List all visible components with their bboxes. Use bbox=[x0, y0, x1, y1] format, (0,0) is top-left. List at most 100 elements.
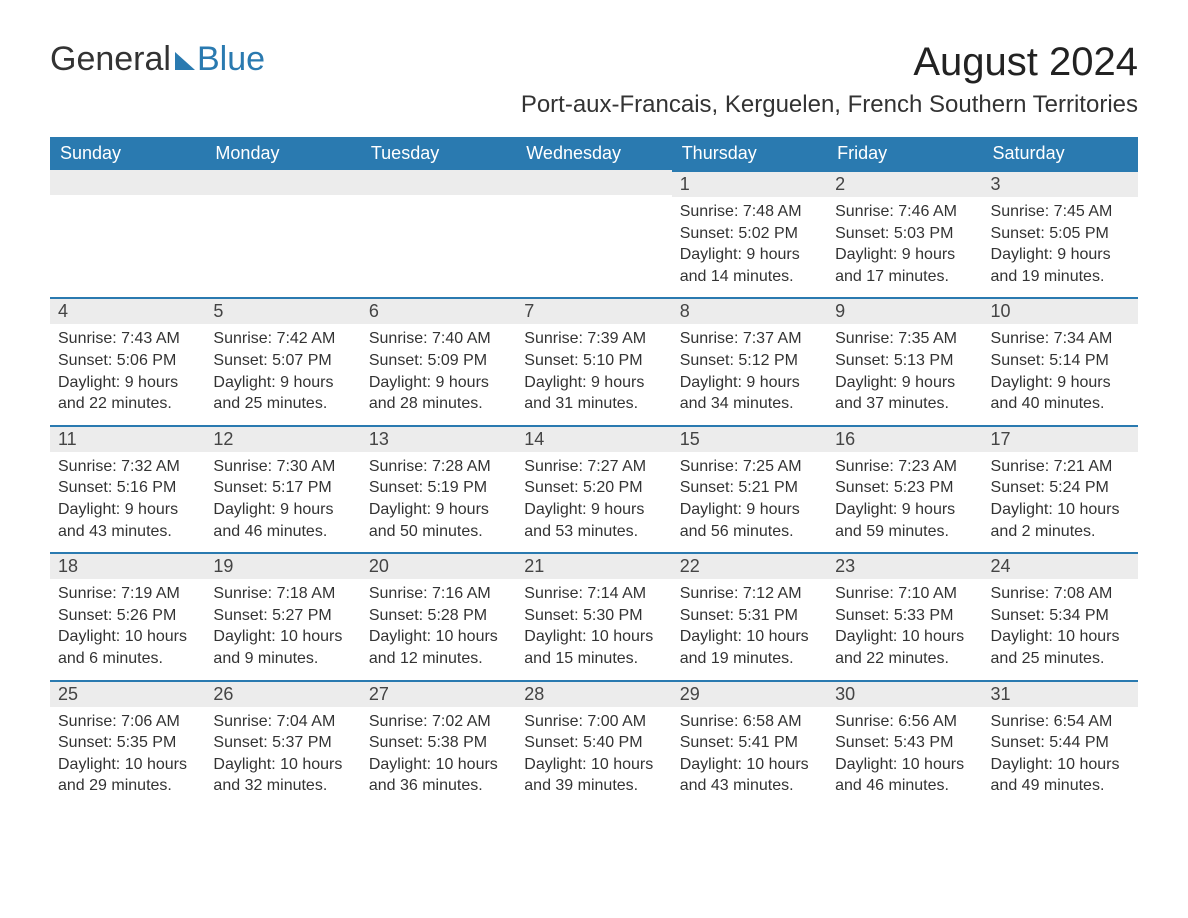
day-body: Sunrise: 7:19 AMSunset: 5:26 PMDaylight:… bbox=[50, 579, 205, 679]
sunset-text: Sunset: 5:23 PM bbox=[835, 477, 974, 499]
calendar-header-row: Sunday Monday Tuesday Wednesday Thursday… bbox=[50, 137, 1138, 170]
sunset-text: Sunset: 5:06 PM bbox=[58, 350, 197, 372]
day-body: Sunrise: 7:39 AMSunset: 5:10 PMDaylight:… bbox=[516, 324, 671, 424]
day-header-tuesday: Tuesday bbox=[361, 137, 516, 170]
calendar-cell: 14Sunrise: 7:27 AMSunset: 5:20 PMDayligh… bbox=[516, 425, 671, 552]
sunrise-text: Sunrise: 7:43 AM bbox=[58, 328, 197, 350]
daylight-text: Daylight: 10 hours and 2 minutes. bbox=[991, 499, 1130, 542]
calendar-cell: 3Sunrise: 7:45 AMSunset: 5:05 PMDaylight… bbox=[983, 170, 1138, 297]
day-body: Sunrise: 7:08 AMSunset: 5:34 PMDaylight:… bbox=[983, 579, 1138, 679]
location-subtitle: Port-aux-Francais, Kerguelen, French Sou… bbox=[521, 91, 1138, 119]
daylight-text: Daylight: 10 hours and 32 minutes. bbox=[213, 754, 352, 797]
calendar-cell: 17Sunrise: 7:21 AMSunset: 5:24 PMDayligh… bbox=[983, 425, 1138, 552]
sunset-text: Sunset: 5:07 PM bbox=[213, 350, 352, 372]
logo-text-general: General bbox=[50, 40, 171, 79]
daylight-text: Daylight: 10 hours and 46 minutes. bbox=[835, 754, 974, 797]
daylight-text: Daylight: 10 hours and 43 minutes. bbox=[680, 754, 819, 797]
calendar-cell: 26Sunrise: 7:04 AMSunset: 5:37 PMDayligh… bbox=[205, 680, 360, 807]
day-body: Sunrise: 7:28 AMSunset: 5:19 PMDaylight:… bbox=[361, 452, 516, 552]
sunset-text: Sunset: 5:38 PM bbox=[369, 732, 508, 754]
daylight-text: Daylight: 9 hours and 59 minutes. bbox=[835, 499, 974, 542]
sunset-text: Sunset: 5:03 PM bbox=[835, 223, 974, 245]
day-body: Sunrise: 7:10 AMSunset: 5:33 PMDaylight:… bbox=[827, 579, 982, 679]
day-body: Sunrise: 7:25 AMSunset: 5:21 PMDaylight:… bbox=[672, 452, 827, 552]
sunrise-text: Sunrise: 7:25 AM bbox=[680, 456, 819, 478]
sunset-text: Sunset: 5:37 PM bbox=[213, 732, 352, 754]
day-number: 7 bbox=[516, 297, 671, 324]
day-number: 10 bbox=[983, 297, 1138, 324]
daylight-text: Daylight: 9 hours and 22 minutes. bbox=[58, 372, 197, 415]
day-number: 25 bbox=[50, 680, 205, 707]
day-body: Sunrise: 6:54 AMSunset: 5:44 PMDaylight:… bbox=[983, 707, 1138, 807]
sunrise-text: Sunrise: 7:12 AM bbox=[680, 583, 819, 605]
sunset-text: Sunset: 5:31 PM bbox=[680, 605, 819, 627]
daylight-text: Daylight: 10 hours and 49 minutes. bbox=[991, 754, 1130, 797]
calendar-cell: 12Sunrise: 7:30 AMSunset: 5:17 PMDayligh… bbox=[205, 425, 360, 552]
calendar-cell bbox=[205, 170, 360, 297]
sunrise-text: Sunrise: 7:00 AM bbox=[524, 711, 663, 733]
day-number: 17 bbox=[983, 425, 1138, 452]
sunrise-text: Sunrise: 7:19 AM bbox=[58, 583, 197, 605]
day-body: Sunrise: 7:32 AMSunset: 5:16 PMDaylight:… bbox=[50, 452, 205, 552]
sunrise-text: Sunrise: 7:08 AM bbox=[991, 583, 1130, 605]
daylight-text: Daylight: 10 hours and 12 minutes. bbox=[369, 626, 508, 669]
title-block: August 2024 Port-aux-Francais, Kerguelen… bbox=[521, 40, 1138, 119]
sunset-text: Sunset: 5:05 PM bbox=[991, 223, 1130, 245]
day-number: 22 bbox=[672, 552, 827, 579]
day-body: Sunrise: 7:27 AMSunset: 5:20 PMDaylight:… bbox=[516, 452, 671, 552]
day-body: Sunrise: 7:46 AMSunset: 5:03 PMDaylight:… bbox=[827, 197, 982, 297]
calendar-cell: 10 Sunrise: 7:34 AMSunset: 5:14 PMDayligh… bbox=[983, 297, 1138, 424]
day-number: 19 bbox=[205, 552, 360, 579]
sunrise-text: Sunrise: 7:42 AM bbox=[213, 328, 352, 350]
daylight-text: Daylight: 9 hours and 14 minutes. bbox=[680, 244, 819, 287]
day-number-empty bbox=[205, 170, 360, 195]
sunset-text: Sunset: 5:14 PM bbox=[991, 350, 1130, 372]
calendar-week-row: 4Sunrise: 7:43 AMSunset: 5:06 PMDaylight… bbox=[50, 297, 1138, 424]
sunset-text: Sunset: 5:40 PM bbox=[524, 732, 663, 754]
calendar-cell bbox=[516, 170, 671, 297]
day-number: 31 bbox=[983, 680, 1138, 707]
calendar-cell: 6Sunrise: 7:40 AMSunset: 5:09 PMDaylight… bbox=[361, 297, 516, 424]
sunset-text: Sunset: 5:34 PM bbox=[991, 605, 1130, 627]
day-number: 11 bbox=[50, 425, 205, 452]
calendar-cell: 11Sunrise: 7:32 AMSunset: 5:16 PMDayligh… bbox=[50, 425, 205, 552]
daylight-text: Daylight: 10 hours and 6 minutes. bbox=[58, 626, 197, 669]
calendar-week-row: 1Sunrise: 7:48 AMSunset: 5:02 PMDaylight… bbox=[50, 170, 1138, 297]
sunset-text: Sunset: 5:30 PM bbox=[524, 605, 663, 627]
day-number: 14 bbox=[516, 425, 671, 452]
day-body: Sunrise: 7:04 AMSunset: 5:37 PMDaylight:… bbox=[205, 707, 360, 807]
day-number-empty bbox=[50, 170, 205, 195]
day-header-monday: Monday bbox=[205, 137, 360, 170]
sunset-text: Sunset: 5:19 PM bbox=[369, 477, 508, 499]
calendar-cell: 20Sunrise: 7:16 AMSunset: 5:28 PMDayligh… bbox=[361, 552, 516, 679]
sunset-text: Sunset: 5:44 PM bbox=[991, 732, 1130, 754]
day-number: 20 bbox=[361, 552, 516, 579]
sunrise-text: Sunrise: 7:45 AM bbox=[991, 201, 1130, 223]
daylight-text: Daylight: 9 hours and 53 minutes. bbox=[524, 499, 663, 542]
day-body: Sunrise: 7:18 AMSunset: 5:27 PMDaylight:… bbox=[205, 579, 360, 679]
sunset-text: Sunset: 5:20 PM bbox=[524, 477, 663, 499]
day-body: Sunrise: 7:14 AMSunset: 5:30 PMDaylight:… bbox=[516, 579, 671, 679]
day-number: 21 bbox=[516, 552, 671, 579]
sunrise-text: Sunrise: 7:34 AM bbox=[991, 328, 1130, 350]
calendar-cell: 28Sunrise: 7:00 AMSunset: 5:40 PMDayligh… bbox=[516, 680, 671, 807]
calendar-cell: 24Sunrise: 7:08 AMSunset: 5:34 PMDayligh… bbox=[983, 552, 1138, 679]
sunrise-text: Sunrise: 7:28 AM bbox=[369, 456, 508, 478]
calendar-cell: 31Sunrise: 6:54 AMSunset: 5:44 PMDayligh… bbox=[983, 680, 1138, 807]
day-number: 24 bbox=[983, 552, 1138, 579]
day-number: 1 bbox=[672, 170, 827, 197]
day-header-saturday: Saturday bbox=[983, 137, 1138, 170]
calendar-cell: 18Sunrise: 7:19 AMSunset: 5:26 PMDayligh… bbox=[50, 552, 205, 679]
logo-triangle-icon bbox=[175, 52, 195, 70]
daylight-text: Daylight: 10 hours and 9 minutes. bbox=[213, 626, 352, 669]
sunrise-text: Sunrise: 7:39 AM bbox=[524, 328, 663, 350]
calendar-cell: 8Sunrise: 7:37 AMSunset: 5:12 PMDaylight… bbox=[672, 297, 827, 424]
day-number: 23 bbox=[827, 552, 982, 579]
day-body: Sunrise: 7:43 AMSunset: 5:06 PMDaylight:… bbox=[50, 324, 205, 424]
daylight-text: Daylight: 9 hours and 40 minutes. bbox=[991, 372, 1130, 415]
sunrise-text: Sunrise: 6:56 AM bbox=[835, 711, 974, 733]
day-number: 8 bbox=[672, 297, 827, 324]
day-number: 28 bbox=[516, 680, 671, 707]
month-title: August 2024 bbox=[521, 40, 1138, 85]
sunrise-text: Sunrise: 7:30 AM bbox=[213, 456, 352, 478]
